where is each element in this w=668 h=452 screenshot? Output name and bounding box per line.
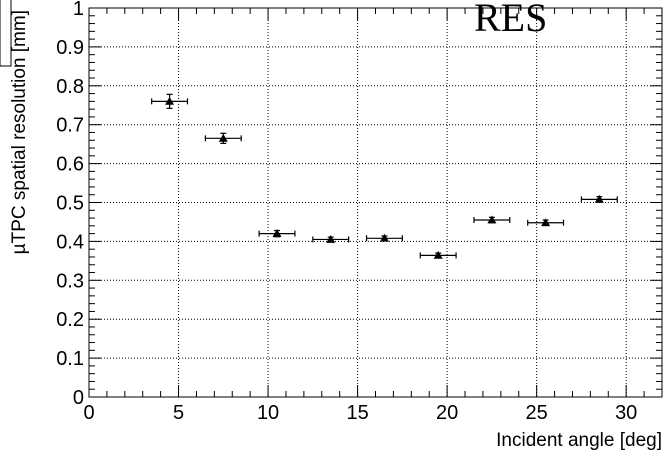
y-tick-label: 0.5 (56, 193, 84, 215)
data-point-triangle (379, 233, 389, 242)
y-tick-label: 0.3 (56, 270, 84, 292)
y-tick-label: 0 (73, 387, 84, 409)
y-tick-label: 0.9 (56, 37, 84, 59)
y-tick-label: 0.7 (56, 115, 84, 137)
data-point-triangle (326, 234, 336, 243)
data-point-triangle (594, 194, 604, 203)
x-tick-label: 25 (526, 402, 548, 424)
x-tick-label: 10 (257, 402, 279, 424)
y-tick-label: 0.4 (56, 231, 84, 253)
x-tick-label: 15 (346, 402, 368, 424)
data-point-triangle (433, 250, 443, 259)
data-point-triangle (487, 215, 497, 224)
legend-box-fragment (0, 0, 12, 67)
x-tick-label: 30 (615, 402, 637, 424)
axis-ticks (88, 7, 663, 398)
y-tick-label: 0.2 (56, 309, 84, 331)
y-tick-label: 0.8 (56, 76, 84, 98)
y-tick-label: 1 (73, 0, 84, 20)
y-tick-label: 0.1 (56, 348, 84, 370)
x-tick-label: 20 (436, 402, 458, 424)
data-point-triangle (272, 229, 282, 237)
x-tick-label: 0 (83, 402, 94, 424)
data-points (151, 93, 618, 259)
data-point-triangle (218, 133, 228, 142)
tick-labels: 0 5 10 15 20 25 30 0 0.1 0.2 0.3 0.4 0.5 0.6 0.7 0.8 0.9… (56, 0, 637, 424)
x-tick-label: 5 (173, 402, 184, 424)
data-point-triangle (165, 96, 175, 105)
y-axis-title: µTPC spatial resolution [mm] (9, 10, 30, 254)
chart-title: RES (474, 0, 547, 40)
x-axis-title: Incident angle [deg] (496, 430, 662, 451)
y-tick-label: 0.6 (56, 154, 84, 176)
data-point-triangle (541, 218, 551, 227)
grid (89, 8, 662, 397)
